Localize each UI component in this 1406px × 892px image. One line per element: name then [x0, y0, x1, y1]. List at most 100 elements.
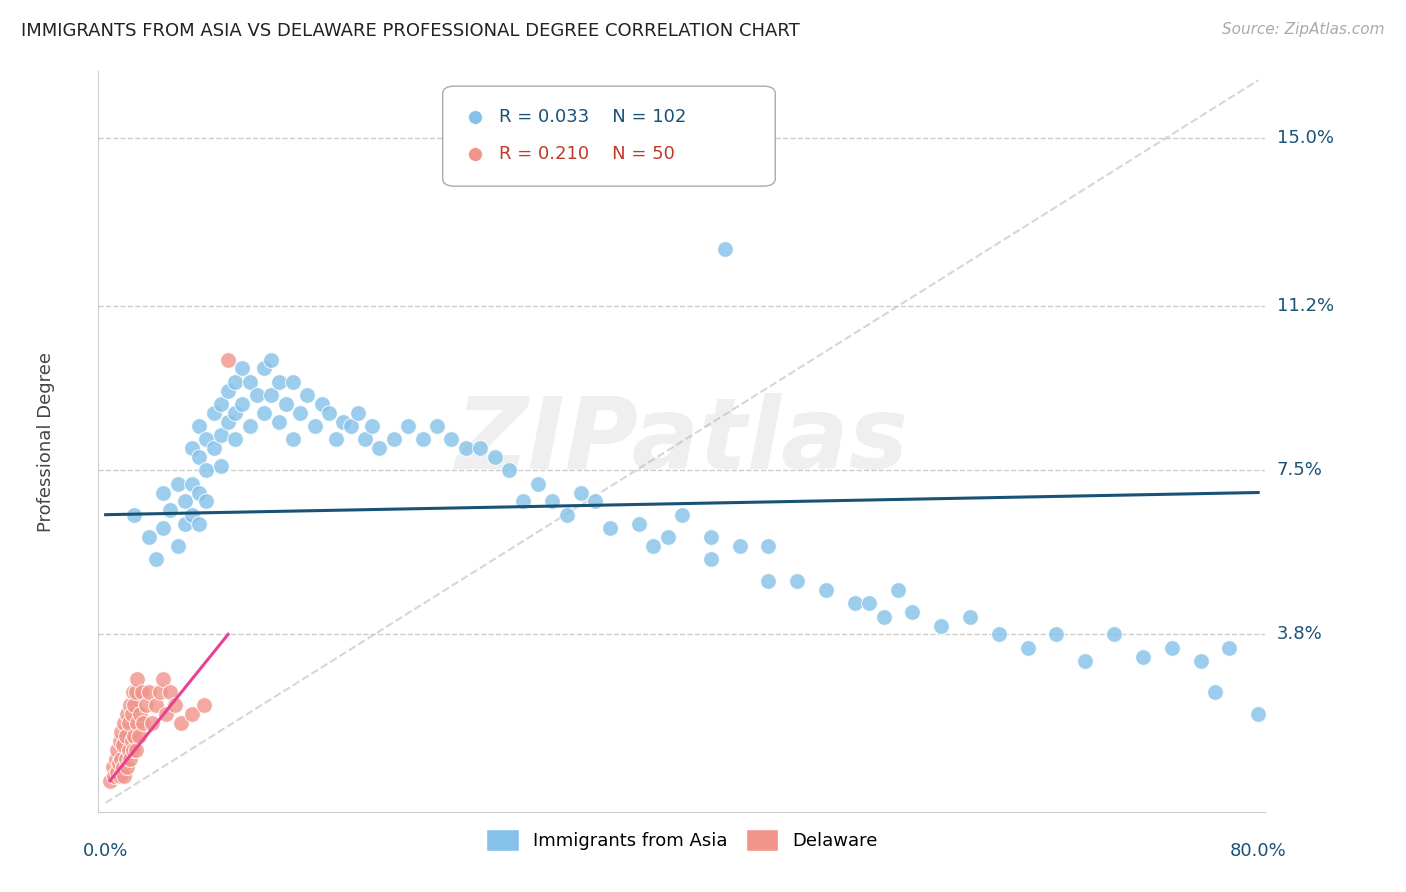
- Text: R = 0.033    N = 102: R = 0.033 N = 102: [499, 108, 686, 127]
- Point: [260, 352, 283, 367]
- Point: [699, 552, 721, 566]
- Point: [145, 552, 167, 566]
- Point: [131, 685, 153, 699]
- Point: [209, 458, 232, 473]
- Point: [110, 725, 132, 739]
- Point: [120, 751, 142, 765]
- Point: [128, 730, 150, 744]
- Text: Source: ZipAtlas.com: Source: ZipAtlas.com: [1222, 22, 1385, 37]
- Point: [304, 419, 326, 434]
- FancyBboxPatch shape: [443, 87, 775, 186]
- Point: [98, 773, 121, 788]
- Point: [253, 406, 276, 420]
- Point: [627, 516, 650, 531]
- Point: [125, 742, 148, 756]
- Point: [127, 672, 149, 686]
- Point: [145, 698, 167, 713]
- Point: [120, 698, 142, 713]
- Point: [135, 698, 157, 713]
- Point: [1074, 654, 1097, 668]
- Point: [756, 539, 779, 553]
- Point: [887, 582, 910, 597]
- Text: 80.0%: 80.0%: [1230, 842, 1286, 860]
- Point: [569, 485, 592, 500]
- Point: [152, 521, 174, 535]
- Point: [224, 406, 246, 420]
- Point: [209, 428, 232, 442]
- Point: [152, 485, 174, 500]
- Point: [110, 751, 132, 765]
- Point: [541, 494, 564, 508]
- Point: [173, 516, 195, 531]
- Point: [132, 716, 155, 731]
- Point: [440, 433, 463, 447]
- Point: [173, 494, 195, 508]
- Point: [239, 375, 262, 389]
- Point: [311, 397, 333, 411]
- Point: [1189, 654, 1212, 668]
- Point: [195, 433, 218, 447]
- Point: [929, 618, 952, 632]
- Point: [1247, 707, 1270, 722]
- Point: [166, 476, 188, 491]
- Point: [756, 574, 779, 589]
- Point: [152, 672, 174, 686]
- Point: [124, 730, 146, 744]
- Point: [114, 751, 136, 765]
- Point: [118, 742, 141, 756]
- Point: [699, 530, 721, 544]
- Point: [217, 384, 239, 398]
- Point: [361, 419, 384, 434]
- Point: [412, 433, 434, 447]
- Point: [498, 463, 520, 477]
- Point: [325, 433, 347, 447]
- Point: [202, 441, 225, 455]
- Point: [169, 716, 191, 731]
- Point: [121, 707, 143, 722]
- Point: [585, 494, 607, 508]
- Point: [111, 738, 134, 752]
- Point: [103, 769, 125, 783]
- Point: [108, 769, 131, 783]
- Point: [231, 361, 253, 376]
- Point: [138, 685, 160, 699]
- Point: [122, 685, 145, 699]
- Point: [339, 419, 361, 434]
- Point: [188, 485, 211, 500]
- Point: [217, 352, 239, 367]
- Point: [959, 609, 981, 624]
- Point: [121, 733, 143, 747]
- Legend: Immigrants from Asia, Delaware: Immigrants from Asia, Delaware: [479, 822, 884, 858]
- Point: [297, 388, 319, 402]
- Point: [111, 760, 134, 774]
- Point: [101, 760, 124, 774]
- Point: [127, 716, 149, 731]
- Point: [138, 530, 160, 544]
- Point: [159, 503, 181, 517]
- Point: [814, 582, 837, 597]
- Point: [112, 769, 135, 783]
- Point: [115, 707, 138, 722]
- Point: [267, 415, 290, 429]
- Point: [470, 441, 492, 455]
- Point: [181, 441, 204, 455]
- Point: [382, 433, 405, 447]
- Point: [195, 463, 218, 477]
- Text: 3.8%: 3.8%: [1277, 625, 1322, 643]
- Point: [125, 685, 148, 699]
- Point: [858, 596, 880, 610]
- Point: [115, 760, 138, 774]
- Point: [114, 730, 136, 744]
- Point: [484, 450, 506, 464]
- Point: [188, 419, 211, 434]
- Point: [1218, 640, 1240, 655]
- Point: [274, 397, 297, 411]
- Text: 7.5%: 7.5%: [1277, 461, 1323, 479]
- Point: [1017, 640, 1039, 655]
- Point: [141, 716, 163, 731]
- Point: [118, 716, 141, 731]
- Point: [124, 698, 146, 713]
- Point: [195, 494, 218, 508]
- Point: [354, 433, 377, 447]
- Point: [202, 406, 225, 420]
